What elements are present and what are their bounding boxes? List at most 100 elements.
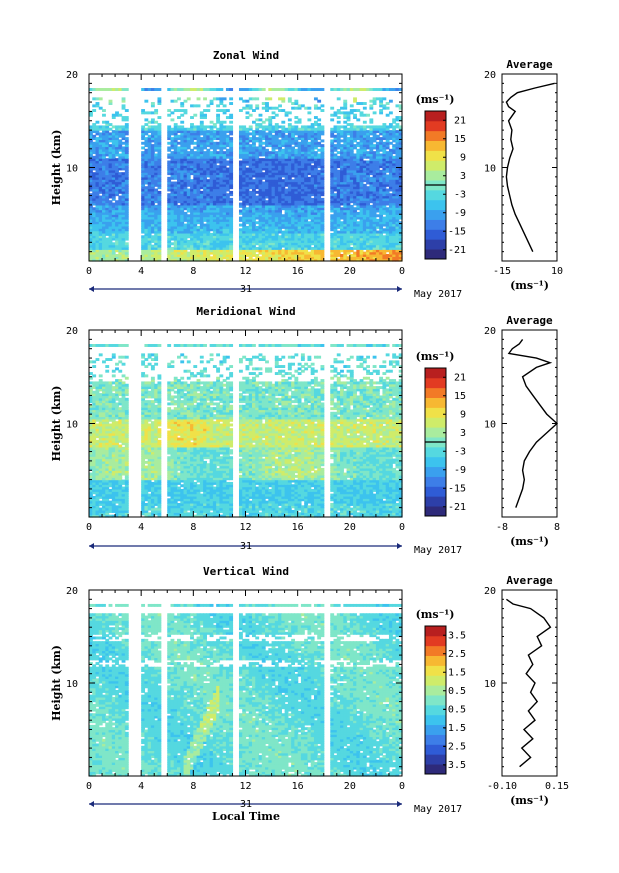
heatmap-cell	[297, 207, 302, 211]
heatmap-cell	[118, 113, 123, 117]
heatmap-cell	[222, 237, 227, 241]
heatmap-cell	[268, 221, 273, 225]
heatmap-cell	[336, 237, 341, 241]
heatmap-cell	[209, 193, 214, 197]
heatmap-cell	[359, 223, 364, 227]
heatmap-cell	[157, 251, 162, 255]
heatmap-cell	[375, 167, 380, 171]
heatmap-cell	[219, 99, 224, 103]
heatmap-cell	[369, 162, 374, 166]
heatmap-cell	[89, 179, 93, 183]
heatmap-cell	[92, 228, 97, 232]
heatmap-cell	[258, 134, 263, 138]
heatmap-cell	[356, 204, 361, 208]
heatmap-cell	[372, 207, 377, 211]
heatmap-cell	[304, 183, 309, 187]
heatmap-cell	[203, 183, 207, 187]
heatmap-cell	[255, 216, 260, 220]
heatmap-cell	[304, 181, 309, 185]
heatmap-cell	[382, 174, 387, 178]
heatmap-cell	[115, 258, 119, 262]
heatmap-cell	[346, 190, 351, 194]
heatmap-cell	[124, 193, 129, 197]
heatmap-cell	[222, 141, 227, 145]
heatmap-cell	[238, 211, 243, 215]
heatmap-cell	[255, 169, 260, 173]
heatmap-cell	[284, 146, 289, 150]
heatmap-cell	[105, 244, 110, 248]
heatmap-cell	[336, 160, 341, 164]
heatmap-cell	[206, 174, 211, 178]
heatmap-cell	[294, 116, 299, 120]
heatmap-cell	[89, 256, 93, 260]
heatmap-cell	[238, 237, 243, 241]
heatmap-cell	[89, 244, 93, 248]
heatmap-cell	[229, 160, 234, 164]
heatmap-cell	[108, 102, 113, 105]
heatmap-cell	[219, 228, 224, 232]
heatmap-cell	[304, 218, 309, 222]
heatmap-cell	[343, 193, 348, 197]
heatmap-cell	[388, 251, 393, 255]
heatmap-cell	[356, 118, 361, 122]
heatmap-cell	[291, 158, 296, 162]
heatmap-cell	[111, 216, 116, 220]
heatmap-cell	[297, 188, 302, 192]
heatmap-cell	[330, 223, 335, 227]
heatmap-cell	[183, 193, 188, 197]
heatmap-cell	[353, 244, 357, 248]
heatmap-cell	[157, 141, 162, 145]
heatmap-cell	[219, 176, 224, 180]
heatmap-cell	[274, 188, 279, 192]
heatmap-cell	[212, 195, 217, 199]
heatmap-cell	[212, 204, 217, 208]
heatmap-cell	[193, 125, 198, 129]
heatmap-cell	[105, 188, 110, 192]
heatmap-cell	[111, 195, 116, 199]
heatmap-cell	[287, 202, 292, 206]
heatmap-cell	[284, 225, 289, 229]
heatmap-cell	[154, 225, 159, 229]
heatmap-cell	[212, 197, 217, 201]
heatmap-cell	[287, 195, 292, 199]
heatmap-cell	[313, 151, 318, 155]
heatmap-cell	[180, 193, 185, 197]
heatmap-cell	[238, 251, 243, 255]
heatmap-cell	[369, 218, 374, 222]
heatmap-cell	[186, 137, 191, 141]
heatmap-cell	[170, 202, 175, 206]
heatmap-cell	[294, 221, 299, 225]
heatmap-cell	[170, 137, 175, 141]
heatmap-cell	[349, 111, 354, 115]
heatmap-cell	[212, 202, 217, 206]
heatmap-cell	[180, 228, 185, 232]
heatmap-cell	[180, 204, 185, 208]
heatmap-cell	[95, 132, 100, 136]
heatmap-cell	[362, 88, 367, 91]
heatmap-cell	[95, 179, 100, 183]
heatmap-cell	[353, 242, 357, 246]
heatmap-cell	[375, 165, 380, 169]
heatmap-cell	[183, 130, 188, 134]
heatmap-cell	[190, 209, 194, 213]
heatmap-cell	[274, 169, 279, 173]
heatmap-cell	[268, 207, 273, 211]
heatmap-cell	[170, 230, 175, 234]
heatmap-cell	[180, 200, 185, 204]
heatmap-cell	[167, 246, 172, 250]
heatmap-cell	[294, 190, 299, 194]
heatmap-cell	[199, 197, 204, 201]
heatmap-cell	[362, 246, 367, 250]
heatmap-cell	[229, 183, 234, 187]
heatmap-cell	[193, 186, 198, 190]
heatmap-cell	[317, 134, 322, 138]
heatmap-cell	[177, 249, 181, 253]
heatmap-cell	[255, 104, 260, 108]
heatmap-cell	[173, 214, 178, 218]
heatmap-cell	[271, 202, 276, 206]
heatmap-cell	[281, 256, 286, 260]
heatmap-cell	[268, 237, 273, 241]
heatmap-cell	[105, 179, 110, 183]
heatmap-cell	[255, 253, 260, 257]
heatmap-cell	[268, 151, 273, 155]
